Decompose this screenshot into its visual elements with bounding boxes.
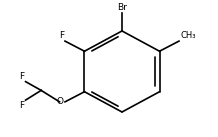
Text: F: F bbox=[59, 31, 64, 40]
Text: O: O bbox=[57, 97, 64, 106]
Text: CH₃: CH₃ bbox=[180, 31, 196, 40]
Text: F: F bbox=[20, 101, 25, 109]
Text: F: F bbox=[20, 72, 25, 81]
Text: Br: Br bbox=[117, 3, 127, 12]
